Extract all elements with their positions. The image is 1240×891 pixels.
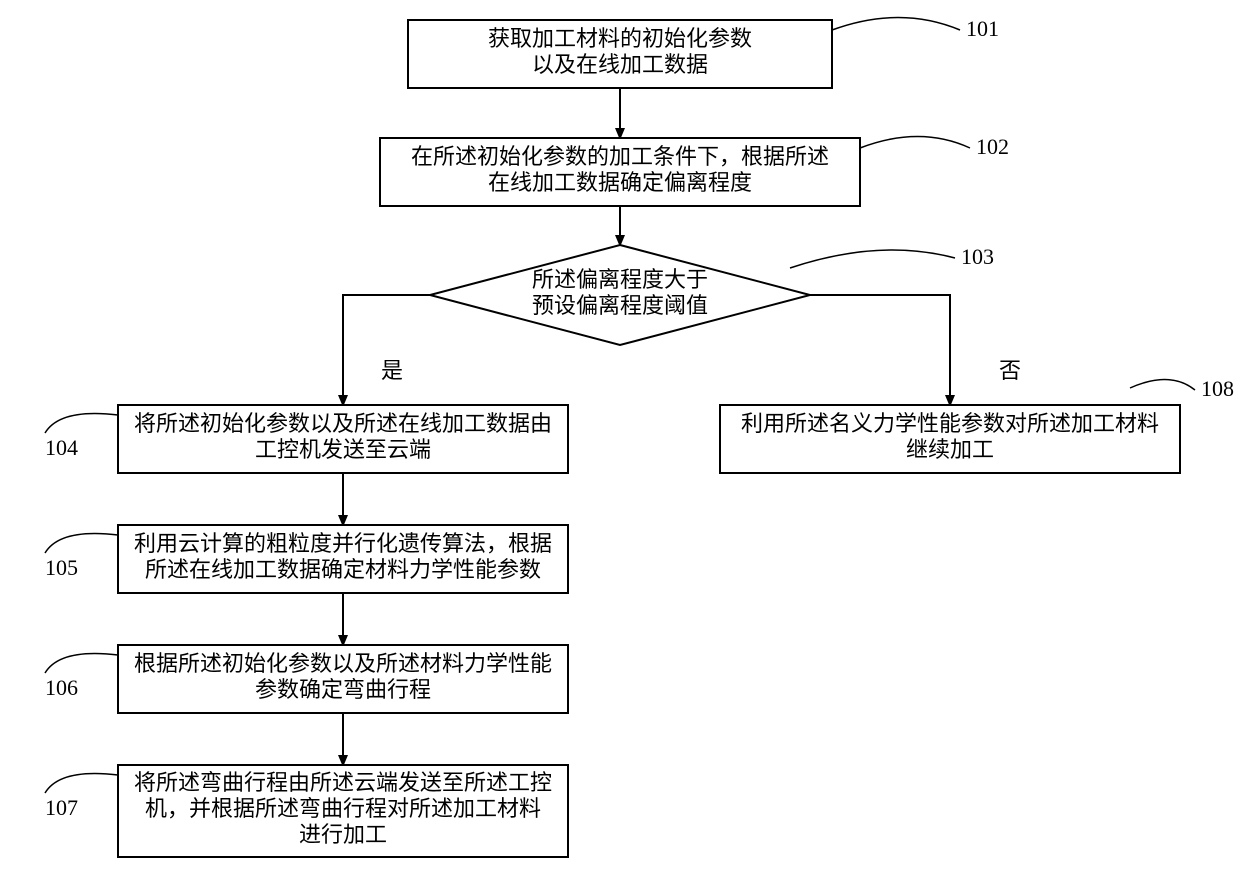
- node-n103-text-line-0: 所述偏离程度大于: [532, 267, 708, 292]
- edge-label-2: 是: [381, 358, 403, 383]
- leader-n106: [45, 653, 118, 673]
- node-n107-text-line-1: 机，并根据所述弯曲行程对所述加工材料: [145, 796, 541, 821]
- flowchart-canvas: 获取加工材料的初始化参数以及在线加工数据在所述初始化参数的加工条件下，根据所述在…: [0, 0, 1240, 891]
- leader-n105: [45, 533, 118, 553]
- leader-n107: [45, 773, 118, 793]
- node-n105-text-line-0: 利用云计算的粗粒度并行化遗传算法，根据: [134, 531, 552, 556]
- leader-n101: [832, 18, 960, 31]
- node-n104-text-line-0: 将所述初始化参数以及所述在线加工数据由: [134, 411, 552, 436]
- step-num-n103: 103: [961, 244, 994, 269]
- leader-n103: [790, 250, 955, 268]
- node-n106-text-line-0: 根据所述初始化参数以及所述材料力学性能: [134, 651, 552, 676]
- node-n104-text-line-1: 工控机发送至云端: [255, 437, 431, 462]
- step-num-n102: 102: [976, 134, 1009, 159]
- edge-n103-n104: [343, 295, 430, 405]
- node-n102-text-line-0: 在所述初始化参数的加工条件下，根据所述: [411, 144, 829, 169]
- node-n102-text-line-1: 在线加工数据确定偏离程度: [488, 170, 752, 195]
- step-num-n107: 107: [45, 795, 78, 820]
- node-n108-text-line-1: 继续加工: [906, 437, 994, 462]
- leader-n104: [45, 413, 118, 433]
- edge-label-3: 否: [999, 358, 1021, 383]
- leader-n102: [860, 137, 970, 149]
- node-n101-text-line-0: 获取加工材料的初始化参数: [488, 26, 752, 51]
- node-n103-text-line-1: 预设偏离程度阈值: [532, 293, 708, 318]
- step-num-n101: 101: [966, 16, 999, 41]
- step-num-n108: 108: [1201, 376, 1234, 401]
- edge-n103-n108: [810, 295, 950, 405]
- step-num-n105: 105: [45, 555, 78, 580]
- node-n105-text-line-1: 所述在线加工数据确定材料力学性能参数: [145, 557, 541, 582]
- leader-n108: [1130, 379, 1195, 390]
- node-n108-text-line-0: 利用所述名义力学性能参数对所述加工材料: [741, 411, 1159, 436]
- node-n107-text-line-2: 进行加工: [299, 822, 387, 847]
- node-n101-text-line-1: 以及在线加工数据: [532, 52, 708, 77]
- step-num-n104: 104: [45, 435, 78, 460]
- node-n107-text-line-0: 将所述弯曲行程由所述云端发送至所述工控: [134, 770, 552, 795]
- node-n106-text-line-1: 参数确定弯曲行程: [255, 677, 431, 702]
- step-num-n106: 106: [45, 675, 78, 700]
